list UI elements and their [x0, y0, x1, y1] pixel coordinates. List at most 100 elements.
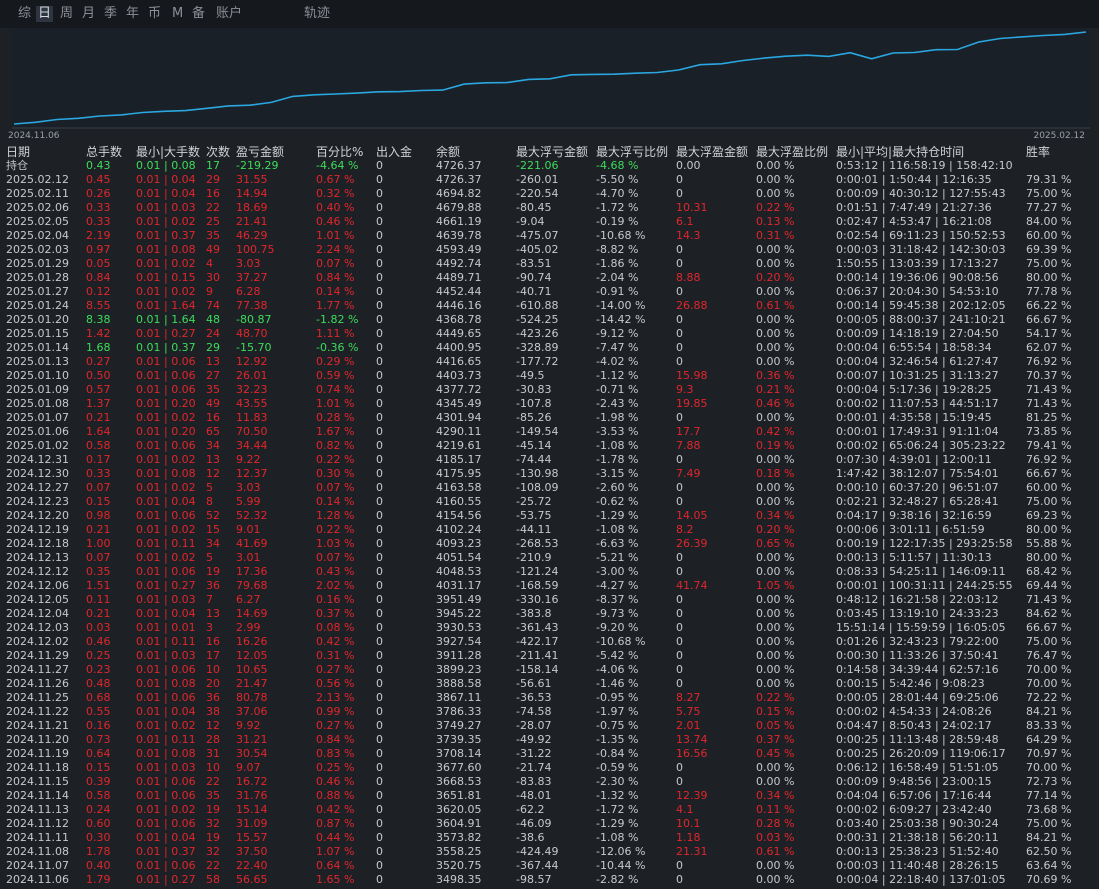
row-cell: 9.3	[676, 383, 694, 396]
row-cell: 0:14:58 | 34:39:44 | 62:57:16	[836, 663, 999, 676]
row-cell: 6.28	[236, 285, 261, 298]
row-cell: -36.53	[516, 691, 552, 704]
row-cell: 0	[676, 481, 683, 494]
holding-cell: 0.01 | 0.08	[136, 159, 196, 172]
row-cell: 8.27	[676, 691, 701, 704]
row-cell: -5.42 %	[596, 649, 639, 662]
row-cell: 0.46 %	[316, 775, 355, 788]
row-cell: 4492.74	[436, 257, 482, 270]
row-cell: 0.01 | 0.02	[136, 803, 196, 816]
row-cell: 0.18 %	[756, 467, 795, 480]
row-cell: 8.2	[676, 523, 694, 536]
tab[interactable]: 币	[148, 6, 162, 21]
row-cell: 0.74 %	[316, 383, 355, 396]
row-cell: 0.01 | 0.02	[136, 481, 196, 494]
row-date: 2024.11.06	[6, 873, 69, 886]
row-cell: -1.08 %	[596, 831, 639, 844]
row-cell: 0:00:10 | 60:37:20 | 96:51:07	[836, 481, 999, 494]
row-cell: 0.01 | 1.64	[136, 299, 196, 312]
tab[interactable]: 日	[36, 6, 54, 22]
row-cell: 3.03	[236, 481, 261, 494]
row-cell: 0.73	[86, 733, 111, 746]
row-cell: 0	[376, 565, 383, 578]
row-cell: 71.43 %	[1026, 593, 1072, 606]
row-cell: 0:04:17 | 9:38:16 | 32:16:59	[836, 509, 992, 522]
column-header: 最大浮亏比例	[596, 145, 669, 159]
row-cell: 0	[376, 719, 383, 732]
row-cell: 66.67 %	[1026, 621, 1072, 634]
row-date: 2025.01.08	[6, 397, 69, 410]
row-cell: 80.00 %	[1026, 271, 1072, 284]
row-cell: 76.92 %	[1026, 453, 1072, 466]
row-cell: 0.46 %	[756, 397, 795, 410]
row-cell: 12	[206, 719, 220, 732]
row-cell: 0.27	[86, 355, 111, 368]
row-cell: 4377.72	[436, 383, 482, 396]
row-cell: 0:00:02 | 65:06:24 | 305:23:22	[836, 439, 1006, 452]
row-date: 2024.11.13	[6, 803, 69, 816]
row-cell: 0.67 %	[316, 173, 355, 186]
row-cell: 0.21 %	[756, 383, 795, 396]
row-cell: 0.36 %	[756, 369, 795, 382]
row-cell: 0	[676, 257, 683, 270]
row-cell: -3.00 %	[596, 565, 639, 578]
row-cell: 0:00:14 | 59:45:38 | 202:12:05	[836, 299, 1006, 312]
holding-cell: -4.64 %	[316, 159, 359, 172]
row-cell: -0.36 %	[316, 341, 359, 354]
row-cell: 62.07 %	[1026, 341, 1072, 354]
row-cell: 0	[376, 635, 383, 648]
row-cell: 0.01 | 0.04	[136, 187, 196, 200]
row-cell: 0.01 | 0.04	[136, 495, 196, 508]
row-cell: 3651.81	[436, 789, 482, 802]
row-cell: 0.01 | 0.11	[136, 635, 196, 648]
row-cell: 0	[376, 607, 383, 620]
row-cell: 0	[376, 705, 383, 718]
tab[interactable]: M	[172, 6, 184, 21]
row-cell: 0.57	[86, 383, 111, 396]
row-date: 2024.11.29	[6, 649, 69, 662]
tab[interactable]: 季	[104, 6, 118, 21]
row-cell: 0:00:09 | 40:30:12 | 127:55:43	[836, 187, 1006, 200]
tab[interactable]: 轨迹	[304, 6, 331, 21]
row-cell: 0	[676, 593, 683, 606]
row-cell: -45.14	[516, 439, 552, 452]
row-cell: 4048.53	[436, 565, 482, 578]
row-cell: -25.72	[516, 495, 552, 508]
row-cell: 0	[376, 789, 383, 802]
row-cell: 34	[206, 439, 220, 452]
row-cell: 46.29	[236, 229, 268, 242]
row-cell: -38.6	[516, 831, 545, 844]
row-cell: 19.85	[676, 397, 708, 410]
tab[interactable]: 月	[82, 6, 96, 21]
row-cell: 0.17	[86, 453, 111, 466]
row-cell: 0.01 | 0.02	[136, 719, 196, 732]
row-cell: 0	[676, 187, 683, 200]
row-cell: -4.06 %	[596, 663, 639, 676]
tab[interactable]: 综	[18, 6, 32, 21]
tab[interactable]: 周	[60, 6, 74, 21]
row-cell: -31.22	[516, 747, 552, 760]
holding-cell: 4726.37	[436, 159, 482, 172]
tab[interactable]: 年	[126, 6, 140, 21]
row-cell: 0.00 %	[756, 285, 795, 298]
row-cell: 0.01 | 0.02	[136, 411, 196, 424]
row-cell: 0	[376, 495, 383, 508]
row-cell: 5.75	[676, 705, 701, 718]
row-cell: 0.40	[86, 859, 111, 872]
row-cell: -83.83	[516, 775, 552, 788]
row-cell: -7.47 %	[596, 341, 639, 354]
row-cell: 0:00:09 | 9:48:56 | 23:00:15	[836, 775, 992, 788]
row-date: 2024.12.18	[6, 537, 69, 550]
row-cell: 0	[376, 859, 383, 872]
tab[interactable]: 账户	[216, 6, 243, 21]
row-date: 2025.02.04	[6, 229, 69, 242]
row-date: 2024.11.14	[6, 789, 69, 802]
row-cell: 17	[206, 649, 220, 662]
row-cell: 25	[206, 215, 220, 228]
row-cell: 0.00 %	[756, 187, 795, 200]
row-date: 2024.11.15	[6, 775, 69, 788]
tab[interactable]: 备	[192, 6, 206, 21]
row-cell: -1.32 %	[596, 789, 639, 802]
row-cell: 0.68	[86, 691, 111, 704]
